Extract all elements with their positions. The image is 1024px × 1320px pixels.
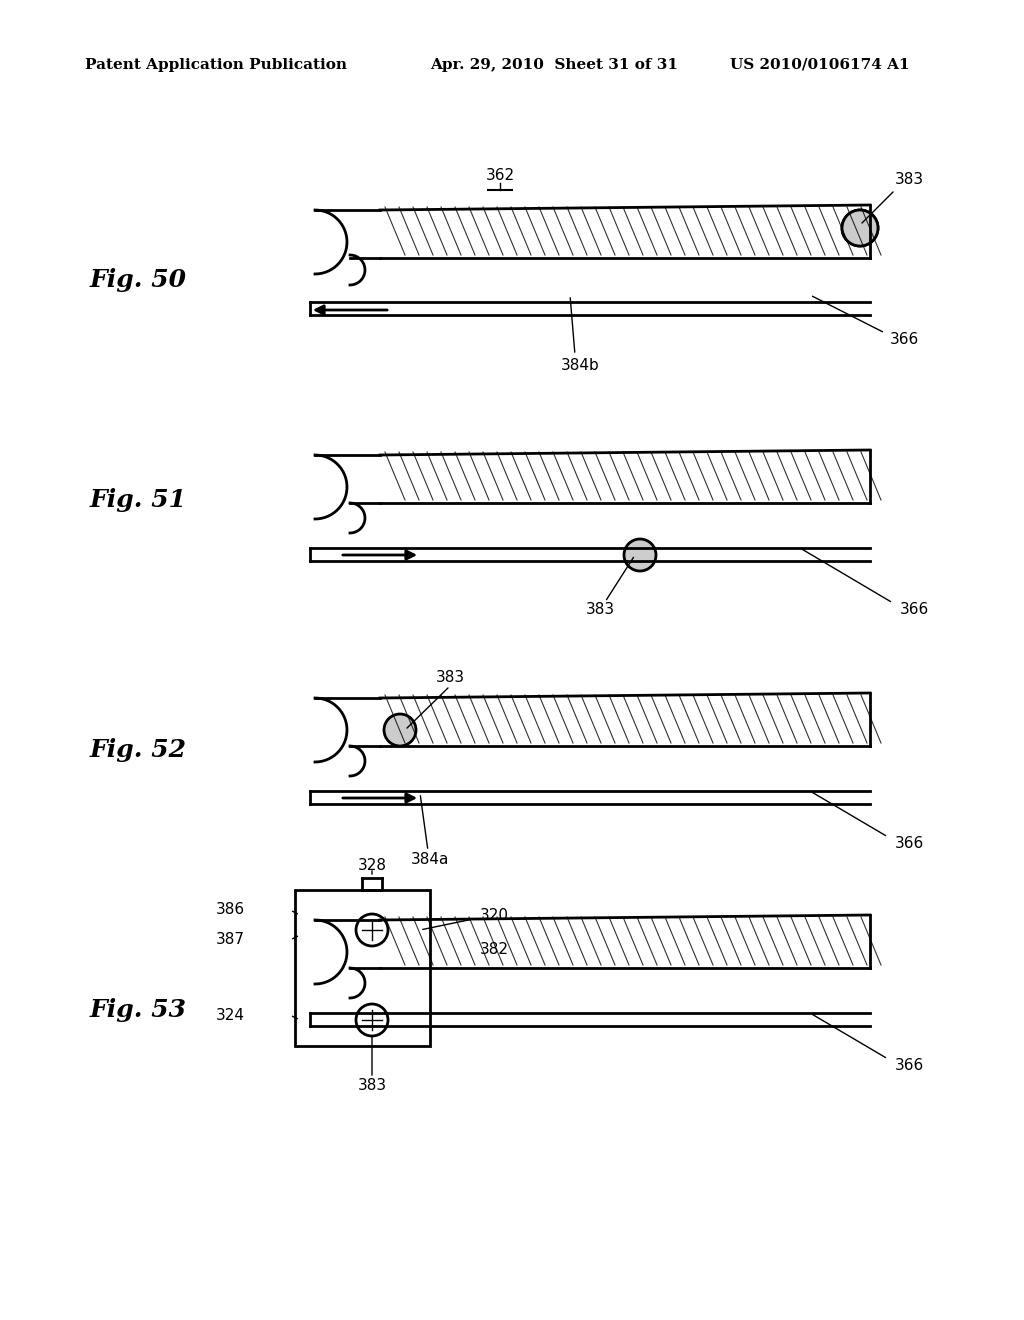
Circle shape bbox=[384, 714, 416, 746]
Text: 362: 362 bbox=[485, 168, 515, 182]
Text: 383: 383 bbox=[357, 1078, 387, 1093]
Text: Apr. 29, 2010  Sheet 31 of 31: Apr. 29, 2010 Sheet 31 of 31 bbox=[430, 58, 678, 73]
Text: 366: 366 bbox=[895, 1059, 925, 1073]
Text: 328: 328 bbox=[357, 858, 386, 873]
Text: 366: 366 bbox=[900, 602, 929, 618]
Circle shape bbox=[842, 210, 878, 246]
Text: 383: 383 bbox=[895, 173, 924, 187]
Text: US 2010/0106174 A1: US 2010/0106174 A1 bbox=[730, 58, 909, 73]
Text: 366: 366 bbox=[895, 837, 925, 851]
Text: 386: 386 bbox=[216, 903, 245, 917]
Text: 324: 324 bbox=[216, 1007, 245, 1023]
Circle shape bbox=[356, 913, 388, 946]
Text: 384b: 384b bbox=[560, 358, 599, 372]
Text: Fig. 51: Fig. 51 bbox=[90, 488, 187, 512]
Text: 320: 320 bbox=[480, 908, 509, 923]
Text: Fig. 50: Fig. 50 bbox=[90, 268, 187, 292]
Text: 383: 383 bbox=[586, 602, 614, 618]
Text: 387: 387 bbox=[216, 932, 245, 948]
Text: Patent Application Publication: Patent Application Publication bbox=[85, 58, 347, 73]
Text: 366: 366 bbox=[890, 333, 920, 347]
Text: 384a: 384a bbox=[411, 851, 450, 866]
Text: 383: 383 bbox=[435, 671, 465, 685]
Circle shape bbox=[356, 1005, 388, 1036]
Text: 382: 382 bbox=[480, 942, 509, 957]
Bar bbox=[295, 890, 430, 1045]
Text: Fig. 53: Fig. 53 bbox=[90, 998, 187, 1022]
Text: Fig. 52: Fig. 52 bbox=[90, 738, 187, 762]
Circle shape bbox=[624, 539, 656, 572]
